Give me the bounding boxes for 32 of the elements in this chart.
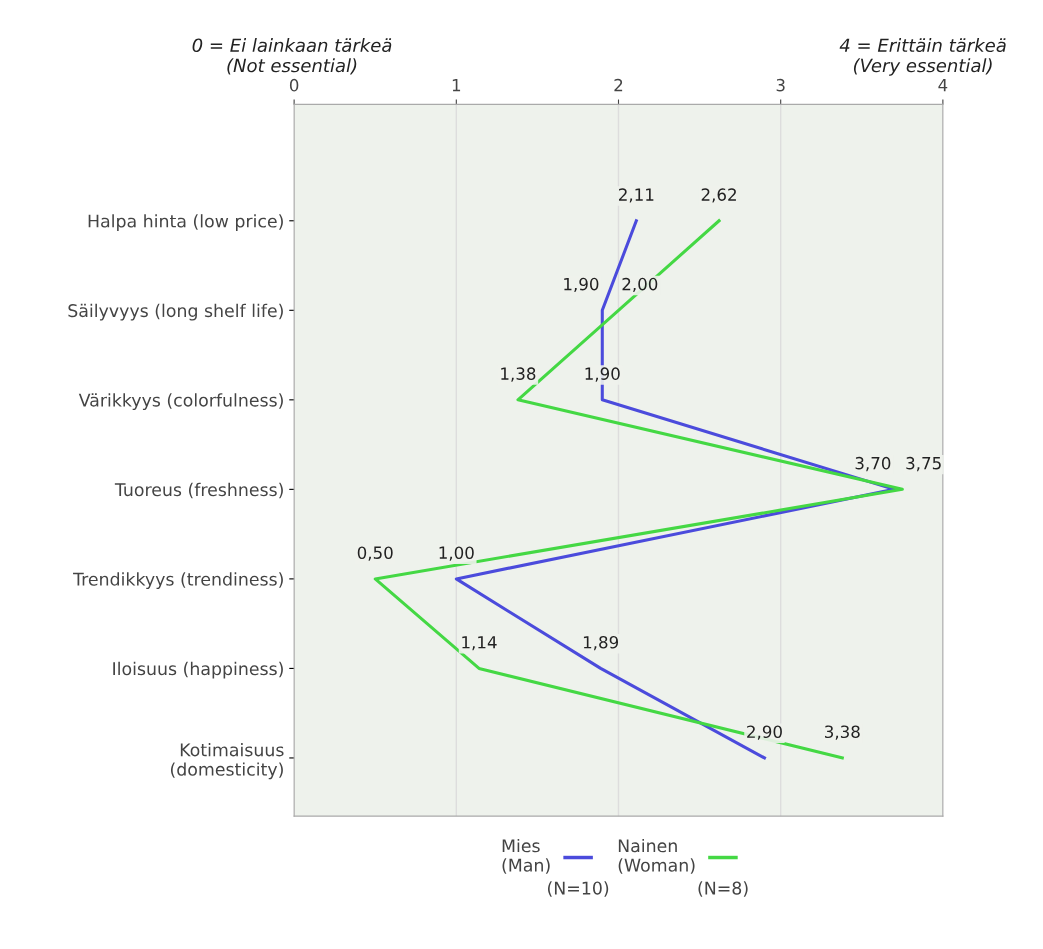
data-label: 1,90 [585, 367, 620, 382]
data-label: 3,38 [825, 725, 860, 740]
x-tick-label: 4 [938, 79, 948, 92]
y-tick-label: Säilyvyys (long shelf life) [68, 303, 283, 321]
data-label: 3,75 [906, 456, 941, 472]
text: 0 = Ei lainkaan tärkeä (Not essential) [192, 38, 392, 75]
x-tick-label: 3 [776, 78, 785, 92]
y-tick-label: Kotimaisuus (domesticity) [170, 742, 284, 780]
text: (N=8) [698, 881, 748, 897]
y-tick-label: Iloisuus (happiness) [113, 661, 283, 679]
data-label: 1,14 [462, 636, 497, 651]
data-label: 2,62 [701, 188, 736, 203]
data-label: 2,11 [619, 188, 654, 203]
data-label: 1,90 [564, 277, 599, 293]
y-tick-label: Tuoreus (freshness) [114, 482, 283, 499]
y-tick-label: Halpa hinta (low price) [88, 214, 283, 231]
text: (N=10) [547, 881, 609, 897]
y-tick-label: Trendikkyys (trendiness) [73, 572, 283, 590]
data-label: 2,00 [622, 277, 658, 293]
y-tick-label: Värikkyys (colorfulness) [78, 393, 283, 411]
x-tick-label: 2 [614, 78, 623, 92]
text: 4 = Erittäin tärkeä (Very essential) [839, 38, 1006, 76]
x-tick-label: 0 [289, 78, 299, 92]
legend-label: Nainen (Woman) [618, 838, 695, 874]
data-label: 2,90 [747, 725, 782, 740]
data-label: 0,50 [357, 546, 393, 561]
data-label: 1,38 [501, 367, 536, 382]
x-tick-label: 1 [452, 79, 461, 92]
legend-label: Mies (Man) [502, 838, 550, 874]
data-label: 1,00 [439, 546, 474, 561]
data-label: 1,89 [583, 635, 619, 651]
data-label: 3,70 [855, 456, 891, 472]
